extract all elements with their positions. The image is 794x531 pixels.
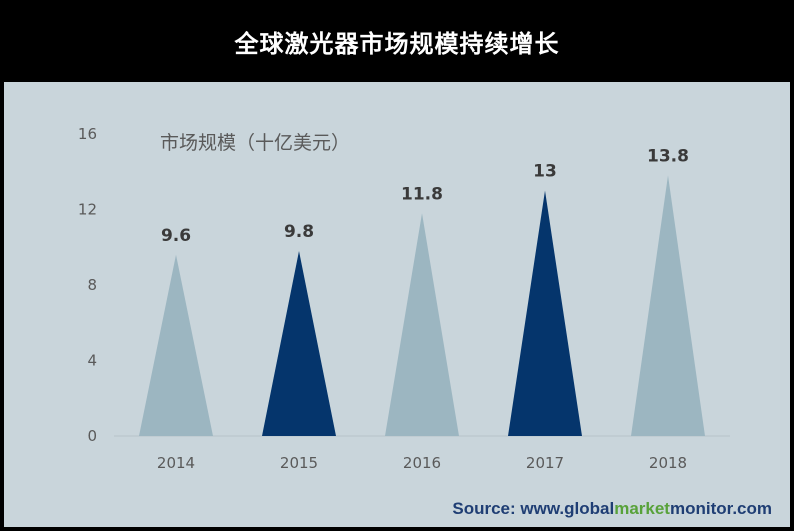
x-tick-label: 2016: [403, 454, 441, 472]
y-tick-label: 16: [78, 125, 97, 143]
x-tick-label: 2017: [526, 454, 564, 472]
source-market: market: [614, 499, 670, 518]
chart-title: 全球激光器市场规模持续增长: [234, 29, 560, 58]
y-tick-label: 0: [87, 427, 97, 445]
chart-panel: 0 4 8 12 16 市场规模（十亿美元） 2014 2015 2016 2017 2018 …: [4, 82, 790, 527]
source-credit: Source: www.globalmarketmonitor.com: [452, 499, 772, 519]
y-axis: 0 4 8 12 16: [78, 125, 97, 445]
y-tick-label: 12: [78, 201, 97, 219]
unit-label: 市场规模（十亿美元）: [160, 132, 350, 154]
x-tick-label: 2018: [649, 454, 687, 472]
y-tick-label: 4: [87, 352, 97, 370]
source-monitor: monitor: [669, 499, 733, 518]
x-axis: 2014 2015 2016 2017 2018: [157, 454, 687, 472]
bar-2017: [508, 190, 582, 436]
bar-2014: [139, 254, 213, 436]
bar-2016: [385, 213, 459, 436]
data-label: 9.6: [161, 226, 191, 246]
y-tick-label: 8: [87, 276, 97, 294]
bars: [139, 175, 705, 436]
source-global: global: [564, 499, 615, 518]
data-labels: 9.6 9.8 11.8 13 13.8: [161, 147, 689, 246]
x-tick-label: 2014: [157, 454, 195, 472]
bar-2018: [631, 175, 705, 436]
source-prefix: Source: www.: [452, 499, 565, 518]
data-label: 13.8: [647, 147, 689, 167]
data-label: 11.8: [401, 184, 443, 204]
data-label: 13: [533, 162, 557, 182]
source-suffix: .com: [732, 499, 772, 518]
x-tick-label: 2015: [280, 454, 318, 472]
data-label: 9.8: [284, 222, 314, 242]
bar-2015: [262, 251, 336, 436]
